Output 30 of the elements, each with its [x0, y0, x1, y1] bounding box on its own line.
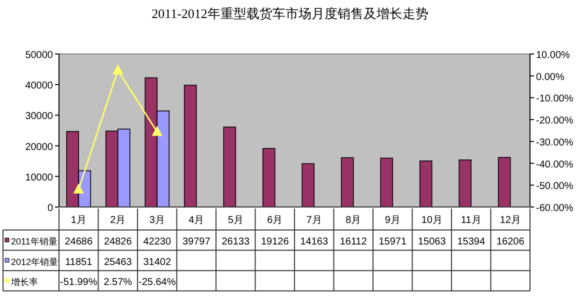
legend-label: 2012年销量	[11, 256, 58, 267]
x-tick-label: 8月	[346, 215, 362, 226]
x-tick-label: 2月	[110, 215, 126, 226]
x-tick-label: 12月	[500, 215, 521, 226]
legend-label: 增长率	[10, 277, 38, 288]
x-tick-label: 5月	[228, 215, 244, 226]
y-tick-label: 10000	[25, 172, 54, 184]
y-tick-label: 20000	[25, 142, 54, 153]
legend-label: 2011年销量	[11, 236, 58, 246]
y2-tick-label: -10.00%	[536, 94, 574, 105]
x-tick-label: 10月	[421, 215, 442, 226]
x-tick-label: 7月	[306, 215, 322, 226]
y-tick-label: 40000	[25, 80, 54, 92]
x-tick-label: 6月	[267, 215, 283, 226]
x-tick-label: 11月	[460, 215, 482, 226]
y2-tick-label: -30.00%	[536, 137, 574, 148]
y2-tick-label: -60.00%	[536, 203, 574, 214]
x-tick-label: 9月	[384, 215, 400, 226]
x-tick-label: 4月	[188, 215, 204, 226]
y2-tick-label: -50.00%	[536, 181, 574, 192]
x-tick-label: 1月	[70, 215, 86, 226]
y-tick-label: 0	[47, 203, 54, 214]
y2-tick-label: -20.00%	[536, 116, 574, 127]
title: 2011-2012年重型载货车市场月度销售及增长走势	[152, 6, 428, 21]
y-tick-label: 30000	[25, 111, 54, 122]
x-tick-label: 3月	[149, 215, 165, 226]
y2-tick-label: 10.00%	[536, 50, 570, 61]
y-tick-label: 50000	[25, 50, 54, 61]
y2-tick-label: -40.00%	[536, 159, 574, 170]
y2-tick-label: 0.00%	[536, 72, 564, 83]
